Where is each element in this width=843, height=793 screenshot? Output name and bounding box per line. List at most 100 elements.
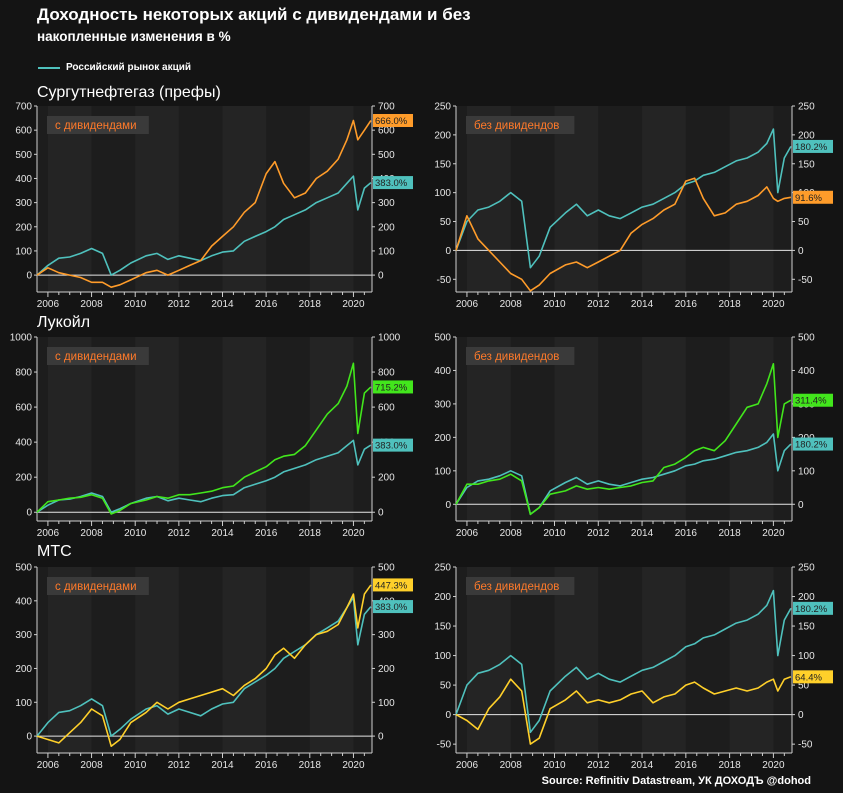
- end-value-box: [373, 600, 413, 614]
- y-tick-label-right: 600: [378, 403, 395, 414]
- y-tick-label-left: 200: [434, 433, 451, 444]
- panel-label-text: с дивидендами: [55, 351, 137, 363]
- y-tick-label-right: 200: [378, 664, 395, 675]
- x-tick-label: 2008: [80, 299, 103, 310]
- plot-band: [642, 567, 686, 753]
- end-value-label-surgut: 91.6%: [793, 190, 833, 204]
- x-tick-label: 2008: [80, 528, 103, 539]
- source-note: Source: Refinitiv Datastream, УК ДОХОДЪ …: [541, 775, 811, 787]
- x-tick-label: 2010: [124, 299, 147, 310]
- plot-band: [47, 567, 92, 753]
- y-tick-label-right: 100: [378, 698, 395, 709]
- end-value-text: 180.2%: [795, 142, 828, 153]
- panel-label-box: [466, 116, 575, 134]
- y-tick-label-left: 100: [434, 466, 451, 477]
- end-value-box: [373, 380, 413, 394]
- plot-band: [554, 337, 599, 521]
- y-tick-label-right: 0: [378, 732, 384, 743]
- panel-label-text: без дивидендов: [474, 120, 559, 132]
- y-tick-label-left: 400: [15, 438, 32, 449]
- y-tick-label-left: 600: [15, 126, 32, 137]
- y-tick-label-left: 50: [440, 681, 452, 692]
- x-tick-label: 2016: [675, 760, 698, 771]
- panel-label-box: [466, 347, 575, 365]
- y-tick-label-right: 800: [378, 368, 395, 379]
- x-tick-label: 2012: [587, 760, 610, 771]
- end-value-text: 180.2%: [795, 604, 828, 615]
- y-tick-label-left: -50: [437, 275, 452, 286]
- plot-band: [222, 567, 267, 753]
- plot-band: [642, 337, 686, 521]
- y-tick-label-right: 0: [378, 271, 384, 282]
- x-tick-label: 2014: [211, 760, 234, 771]
- panel-label-text: с дивидендами: [55, 120, 137, 132]
- panel-label-text: без дивидендов: [474, 581, 559, 593]
- y-tick-label-left: 200: [15, 664, 32, 675]
- plot-band: [466, 567, 511, 753]
- y-tick-label-left: 600: [15, 403, 32, 414]
- legend-swatch-market: [38, 66, 60, 69]
- panel-label-box: [47, 116, 149, 134]
- y-tick-label-left: 300: [15, 630, 32, 641]
- x-tick-label: 2006: [37, 760, 60, 771]
- y-tick-label-left: 400: [15, 174, 32, 185]
- y-tick-label-right: -50: [798, 740, 813, 751]
- legend-label-market: Российский рынок акций: [66, 62, 192, 73]
- end-value-text: 715.2%: [375, 382, 408, 393]
- chart-panel-6: -50 0 50 100 150 200 250 -50 0 50 100 150 200 250 2006…: [434, 563, 833, 771]
- y-tick-label-right: 300: [378, 198, 395, 209]
- series-line-market: [455, 433, 792, 516]
- end-value-label-market: 180.2%: [793, 437, 833, 451]
- y-tick-label-left: 200: [15, 222, 32, 233]
- chart-panel-3: 0200400600800100002004006008001000200620…: [10, 333, 413, 539]
- panel-label-box: [47, 347, 149, 365]
- x-tick-label: 2016: [255, 299, 278, 310]
- end-value-box: [373, 113, 413, 127]
- x-tick-label: 2014: [211, 299, 234, 310]
- end-value-label-mts: 447.3%: [373, 578, 413, 592]
- legend: Российский рынок акций: [38, 62, 191, 73]
- y-tick-label-right: 150: [798, 622, 815, 633]
- x-tick-label: 2012: [168, 299, 191, 310]
- end-value-box: [793, 670, 833, 684]
- plot-band: [135, 337, 179, 521]
- y-tick-label-left: 250: [434, 563, 451, 574]
- y-tick-label-right: 700: [378, 102, 395, 113]
- end-value-box: [793, 601, 833, 615]
- y-tick-label-left: 300: [15, 198, 32, 209]
- end-value-label-market: 383.0%: [373, 176, 413, 190]
- x-tick-label: 2016: [675, 528, 698, 539]
- x-tick-label: 2012: [168, 528, 191, 539]
- y-tick-label-left: 250: [434, 102, 451, 113]
- x-tick-label: 2008: [500, 760, 523, 771]
- panel-label: без дивидендов: [466, 347, 575, 365]
- chart-panel-4: 0100200300400500010020030040050020062008…: [434, 333, 833, 539]
- y-tick-label-left: 0: [445, 710, 451, 721]
- x-tick-label: 2006: [456, 760, 479, 771]
- panel-label-box: [47, 577, 149, 595]
- series-line-market: [36, 596, 372, 737]
- end-value-box: [373, 578, 413, 592]
- chart-panel-2: -50050100150200250-500501001502002502006…: [434, 102, 833, 310]
- y-tick-label-right: 100: [798, 651, 815, 662]
- x-tick-label: 2012: [587, 528, 610, 539]
- plot-band: [554, 106, 599, 292]
- end-value-box: [373, 176, 413, 190]
- plot-band: [554, 567, 599, 753]
- y-tick-label-right: 0: [798, 500, 804, 511]
- y-tick-label-left: 0: [26, 271, 32, 282]
- y-tick-label-right: 400: [798, 366, 815, 377]
- x-tick-label: 2016: [675, 299, 698, 310]
- y-tick-label-left: 150: [434, 622, 451, 633]
- y-tick-label-right: 50: [798, 681, 810, 692]
- y-tick-label-left: 500: [434, 333, 451, 344]
- x-tick-label: 2018: [299, 528, 322, 539]
- plot-band: [729, 337, 774, 521]
- x-tick-label: 2018: [718, 299, 741, 310]
- chart-panel-1: 0100200300400500600700010020030040050060…: [15, 102, 413, 310]
- x-tick-label: 2010: [543, 299, 566, 310]
- series-line-surgut: [455, 177, 792, 292]
- end-value-label-lukoil: 311.4%: [793, 393, 833, 407]
- panel-label: без дивидендов: [466, 577, 575, 595]
